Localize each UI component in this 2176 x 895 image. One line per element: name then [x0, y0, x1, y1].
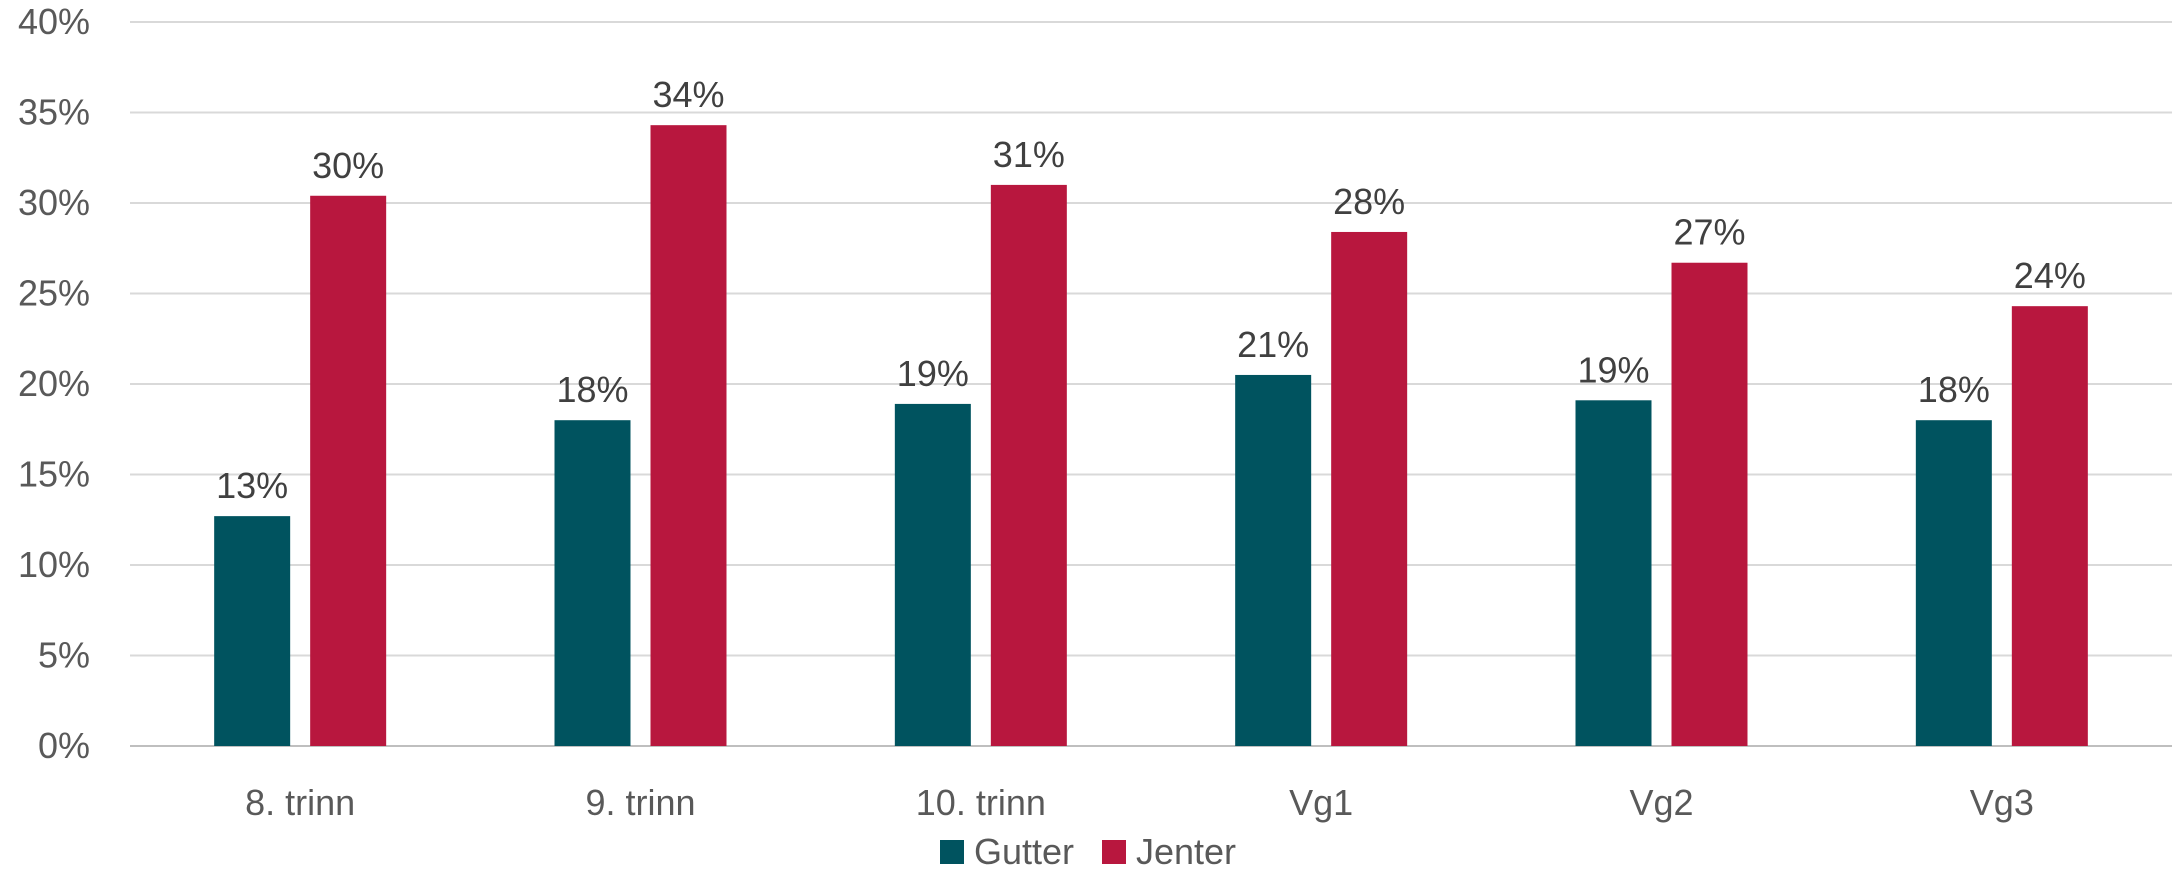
data-labels: 13% 30% 18% 34% 19% 31% 21% 28% 19% 27% 18% 24%	[216, 74, 2086, 506]
bar-gutter	[554, 420, 631, 746]
bar-gutter	[1575, 400, 1652, 746]
y-tick-label: 25%	[18, 273, 90, 314]
bar-gutter	[894, 403, 971, 746]
legend: Gutter Jenter	[0, 831, 2176, 873]
bar-jenter	[310, 195, 387, 746]
data-label-gutter: 21%	[1237, 324, 1309, 365]
bars	[214, 125, 2088, 747]
data-label-gutter: 18%	[556, 369, 628, 410]
legend-item-gutter: Gutter	[939, 831, 1074, 873]
data-label-jenter: 34%	[652, 74, 724, 115]
x-category-label: Vg2	[1629, 782, 1693, 823]
bar-jenter	[1671, 262, 1748, 746]
legend-item-jenter: Jenter	[1101, 831, 1237, 873]
y-tick-label: 15%	[18, 454, 90, 495]
data-label-jenter: 28%	[1333, 181, 1405, 222]
x-category-label: 8. trinn	[245, 782, 355, 823]
data-label-jenter: 24%	[2014, 255, 2086, 296]
legend-swatch-gutter	[939, 840, 964, 864]
y-tick-label: 30%	[18, 182, 90, 223]
bar-gutter	[214, 516, 291, 746]
legend-swatch-jenter	[1101, 840, 1126, 864]
y-tick-label: 40%	[18, 1, 90, 42]
data-label-gutter: 18%	[1918, 369, 1990, 410]
y-tick-label: 0%	[38, 725, 90, 766]
y-tick-label: 20%	[18, 363, 90, 404]
x-category-label: Vg3	[1970, 782, 2034, 823]
bar-jenter	[990, 184, 1067, 746]
y-tick-label: 10%	[18, 544, 90, 585]
bar-gutter	[1235, 374, 1312, 746]
bar-jenter	[650, 125, 727, 747]
x-category-label: 9. trinn	[585, 782, 695, 823]
x-category-label: 10. trinn	[916, 782, 1046, 823]
data-label-jenter: 31%	[993, 134, 1065, 175]
legend-label-jenter: Jenter	[1135, 831, 1237, 872]
data-label-gutter: 13%	[216, 465, 288, 506]
gridlines	[130, 21, 2172, 747]
y-axis-tick-labels: 0% 5% 10% 15% 20% 25% 30% 35% 40%	[18, 1, 90, 766]
x-category-label: Vg1	[1289, 782, 1353, 823]
y-tick-label: 5%	[38, 635, 90, 676]
bar-gutter	[1915, 420, 1992, 746]
bar-jenter	[1331, 231, 1408, 746]
data-label-jenter: 27%	[1673, 212, 1745, 253]
data-label-jenter: 30%	[312, 145, 384, 186]
legend-label-gutter: Gutter	[973, 831, 1074, 872]
data-label-gutter: 19%	[897, 353, 969, 394]
y-tick-label: 35%	[18, 92, 90, 133]
x-axis-category-labels: 8. trinn 9. trinn 10. trinn Vg1 Vg2 Vg3	[245, 782, 2034, 823]
bar-jenter	[2011, 306, 2088, 746]
data-label-gutter: 19%	[1577, 349, 1649, 390]
